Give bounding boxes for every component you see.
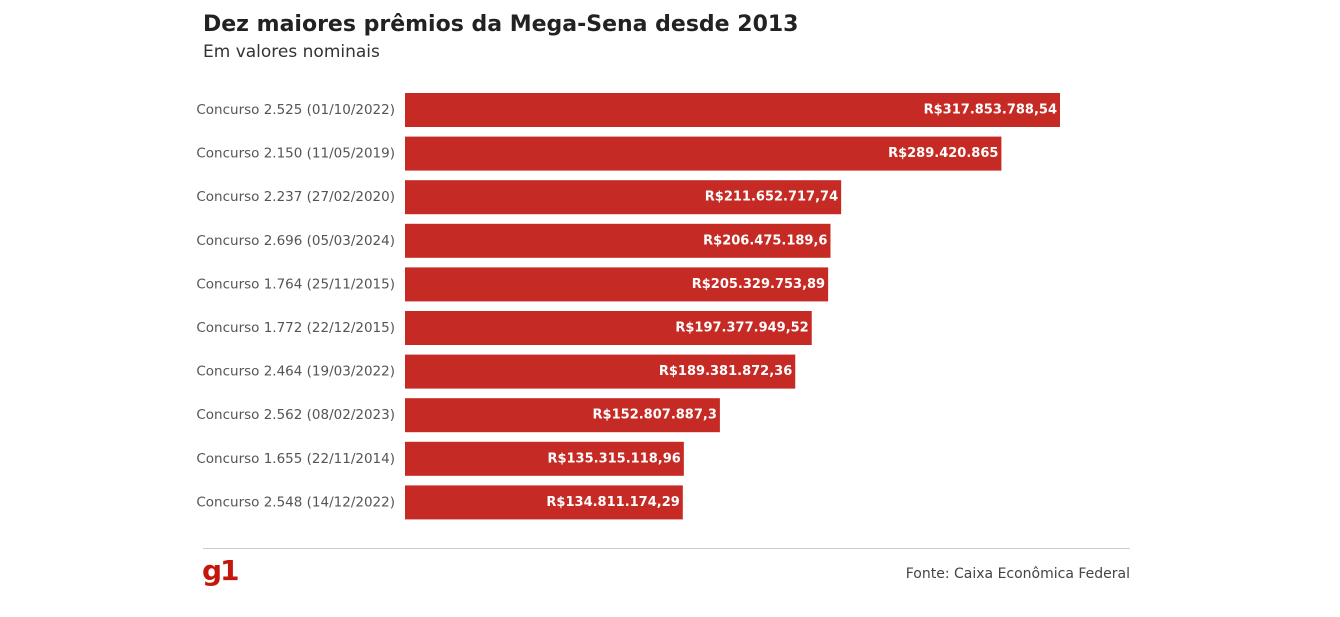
bar-value-label: R$152.807.887,3 — [593, 408, 717, 423]
bar-value-label: R$205.329.753,89 — [692, 277, 825, 292]
bar-value-label: R$317.853.788,54 — [924, 103, 1057, 118]
bar-value-label: R$289.420.865 — [888, 146, 998, 161]
category-label: Concurso 2.464 (19/03/2022) — [196, 364, 395, 380]
category-label: Concurso 1.764 (25/11/2015) — [196, 276, 395, 292]
bar — [405, 136, 1002, 171]
category-label: Concurso 2.548 (14/12/2022) — [196, 494, 395, 510]
bar — [405, 267, 829, 302]
bar — [405, 93, 1060, 127]
bar — [405, 398, 720, 433]
chart-title: Dez maiores prêmios da Mega-Sena desde 2… — [203, 12, 799, 37]
bar — [405, 485, 683, 520]
footer-divider — [203, 548, 1130, 549]
category-label: Concurso 2.562 (08/02/2023) — [196, 407, 395, 423]
bar — [405, 223, 831, 258]
category-label: Concurso 2.525 (01/10/2022) — [196, 102, 395, 118]
bar-value-label: R$197.377.949,52 — [675, 321, 808, 336]
bar — [405, 311, 812, 345]
category-label: Concurso 2.150 (11/05/2019) — [196, 146, 395, 162]
bar — [405, 180, 842, 215]
bar-value-label: R$189.381.872,36 — [659, 364, 792, 379]
category-label: Concurso 2.696 (05/03/2024) — [196, 233, 395, 249]
category-label: Concurso 2.237 (27/02/2020) — [196, 189, 395, 205]
source-note: Fonte: Caixa Econômica Federal — [905, 566, 1130, 582]
category-label: Concurso 1.655 (22/11/2014) — [196, 451, 395, 467]
bar — [405, 354, 796, 389]
bar-value-label: R$206.475.189,6 — [703, 233, 827, 248]
bar-value-label: R$211.652.717,74 — [705, 190, 838, 205]
bar-chart: Concurso 2.525 (01/10/2022) R$317.853.788… — [196, 93, 1060, 520]
bar — [405, 441, 684, 476]
chart-subtitle: Em valores nominais — [203, 42, 380, 62]
bar-value-label: R$134.811.174,29 — [546, 495, 679, 510]
g1-logo: g1 — [202, 554, 240, 587]
category-label: Concurso 1.772 (22/12/2015) — [196, 320, 395, 336]
bar-value-label: R$135.315.118,96 — [547, 451, 680, 466]
